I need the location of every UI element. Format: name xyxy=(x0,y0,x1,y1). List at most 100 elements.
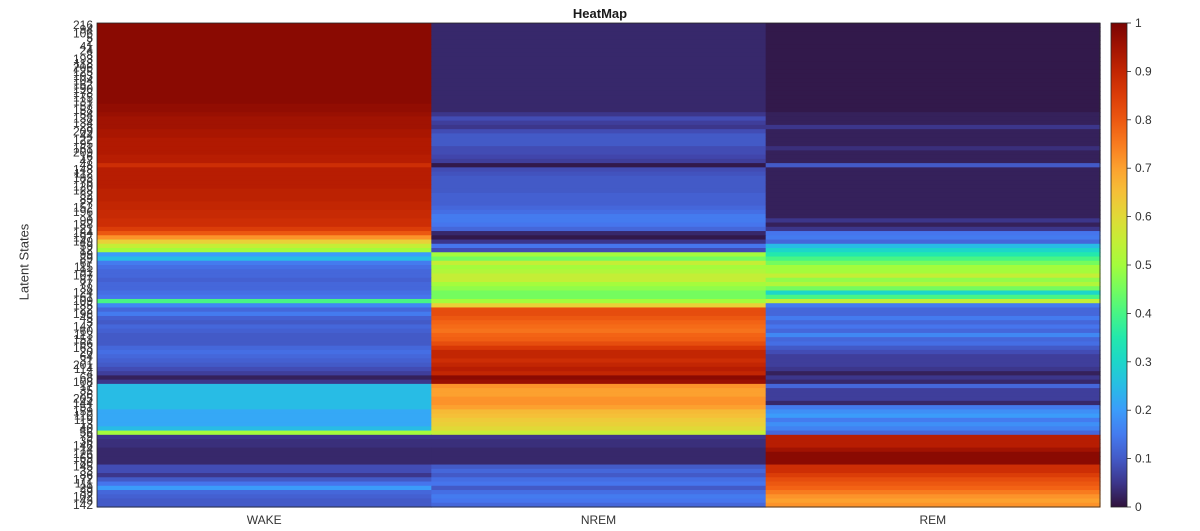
heatmap-cell xyxy=(97,311,432,317)
heatmap-cell xyxy=(765,243,1101,249)
heatmap-cell xyxy=(765,65,1101,71)
heatmap-cell xyxy=(431,388,767,393)
heatmap-cell xyxy=(765,324,1101,330)
y-tick-label: 80 xyxy=(80,455,94,469)
heatmap-cell xyxy=(97,69,432,75)
heatmap-cell xyxy=(431,273,767,279)
colorbar-tick-label: 0.1 xyxy=(1135,452,1152,466)
heatmap-cell xyxy=(431,137,767,143)
heatmap-cell xyxy=(97,31,432,37)
heatmap-cell xyxy=(431,154,767,160)
y-tick-label: 35 xyxy=(80,383,94,397)
heatmap-cell xyxy=(765,354,1101,360)
heatmap-cell xyxy=(765,137,1101,143)
heatmap-cell xyxy=(765,379,1101,385)
heatmap-cell xyxy=(431,171,767,177)
heatmap-cell xyxy=(765,35,1101,41)
heatmap-cell xyxy=(765,61,1101,67)
y-tick-label: 16 xyxy=(80,150,94,164)
heatmap-cell xyxy=(765,252,1101,258)
heatmap-cell xyxy=(765,141,1101,147)
y-tick-label: 188 xyxy=(73,218,93,232)
heatmap-cell xyxy=(765,167,1101,173)
heatmap-cell xyxy=(431,56,767,62)
heatmap-cell xyxy=(431,281,767,287)
heatmap-cell xyxy=(97,116,432,122)
heatmap-cell xyxy=(765,239,1101,245)
y-tick-label: 43 xyxy=(80,494,94,508)
heatmap-cell xyxy=(431,422,767,427)
heatmap-cell xyxy=(97,154,432,160)
heatmap-cell xyxy=(765,82,1101,88)
heatmap-cell xyxy=(97,388,432,393)
y-tick-label: 102 xyxy=(73,489,93,503)
heatmap-cell xyxy=(97,379,432,385)
heatmap-cell xyxy=(431,481,767,487)
heatmap-cell xyxy=(97,349,432,355)
heatmap-cell xyxy=(431,82,767,88)
heatmap-cell xyxy=(97,400,432,406)
y-tick-label: 17 xyxy=(80,379,94,393)
heatmap-cell xyxy=(765,328,1101,334)
heatmap-cell xyxy=(97,192,432,198)
heatmap-cell xyxy=(431,298,767,304)
y-tick-label: 119 xyxy=(74,413,93,427)
heatmap-cell xyxy=(431,248,767,253)
y-tick-label: 201 xyxy=(73,358,93,372)
heatmap-cell xyxy=(765,214,1101,219)
y-tick-label: 178 xyxy=(73,86,93,100)
colorbar-tick-label: 0.2 xyxy=(1135,403,1152,417)
heatmap-cell xyxy=(765,27,1101,33)
y-tick-label: 24 xyxy=(80,44,94,58)
heatmap-cell xyxy=(431,324,767,330)
heatmap-cell xyxy=(765,175,1101,181)
heatmap-cell xyxy=(431,214,767,219)
heatmap-cell xyxy=(431,277,767,283)
heatmap-cell xyxy=(431,167,767,173)
heatmap-cell xyxy=(431,188,767,194)
heatmap-cell xyxy=(97,460,432,466)
heatmap-cell xyxy=(431,345,767,351)
y-tick-label: 158 xyxy=(73,103,93,117)
heatmap-cell xyxy=(97,447,432,453)
heatmap-cell xyxy=(765,405,1101,410)
heatmap-cell xyxy=(431,311,767,317)
heatmap-cell xyxy=(431,468,767,474)
heatmap-cell xyxy=(97,315,432,321)
heatmap-cell xyxy=(765,277,1101,283)
heatmap-cell xyxy=(97,124,432,130)
heatmap-cell xyxy=(97,205,432,211)
heatmap-cell xyxy=(97,82,432,88)
heatmap-cell xyxy=(765,409,1101,415)
heatmap-cell xyxy=(765,494,1101,500)
heatmap-cell xyxy=(431,86,767,92)
heatmap-cell xyxy=(765,358,1101,364)
heatmap-cell xyxy=(97,332,432,338)
heatmap-cell xyxy=(765,184,1101,190)
y-tick-label: 28 xyxy=(80,120,94,134)
heatmap-cell xyxy=(97,129,432,134)
heatmap-cell xyxy=(765,430,1101,436)
y-tick-label: 169 xyxy=(73,451,93,465)
colorbar-tick-label: 0.6 xyxy=(1135,210,1152,224)
y-tick-label: 66 xyxy=(80,337,94,351)
heatmap-cell xyxy=(97,371,432,376)
y-tick-label: 89 xyxy=(80,252,94,266)
heatmap-cell xyxy=(431,235,767,241)
heatmap-cell xyxy=(765,371,1101,376)
heatmap-cell xyxy=(431,303,767,309)
heatmap-cell xyxy=(765,218,1101,224)
heatmap-cell xyxy=(97,485,432,491)
y-tick-label: 205 xyxy=(73,392,93,406)
heatmap-cell xyxy=(431,498,767,504)
heatmap-cell xyxy=(431,485,767,491)
heatmap-cell xyxy=(97,439,432,444)
y-tick-label: 111 xyxy=(75,477,94,491)
heatmap-cell xyxy=(431,265,767,270)
x-tick-label: REM xyxy=(919,513,946,527)
heatmap-cell xyxy=(97,150,432,156)
y-tick-label: 20 xyxy=(80,345,94,359)
heatmap-cell xyxy=(97,328,432,334)
heatmap-cell xyxy=(97,366,432,372)
y-tick-label: 126 xyxy=(73,447,93,461)
